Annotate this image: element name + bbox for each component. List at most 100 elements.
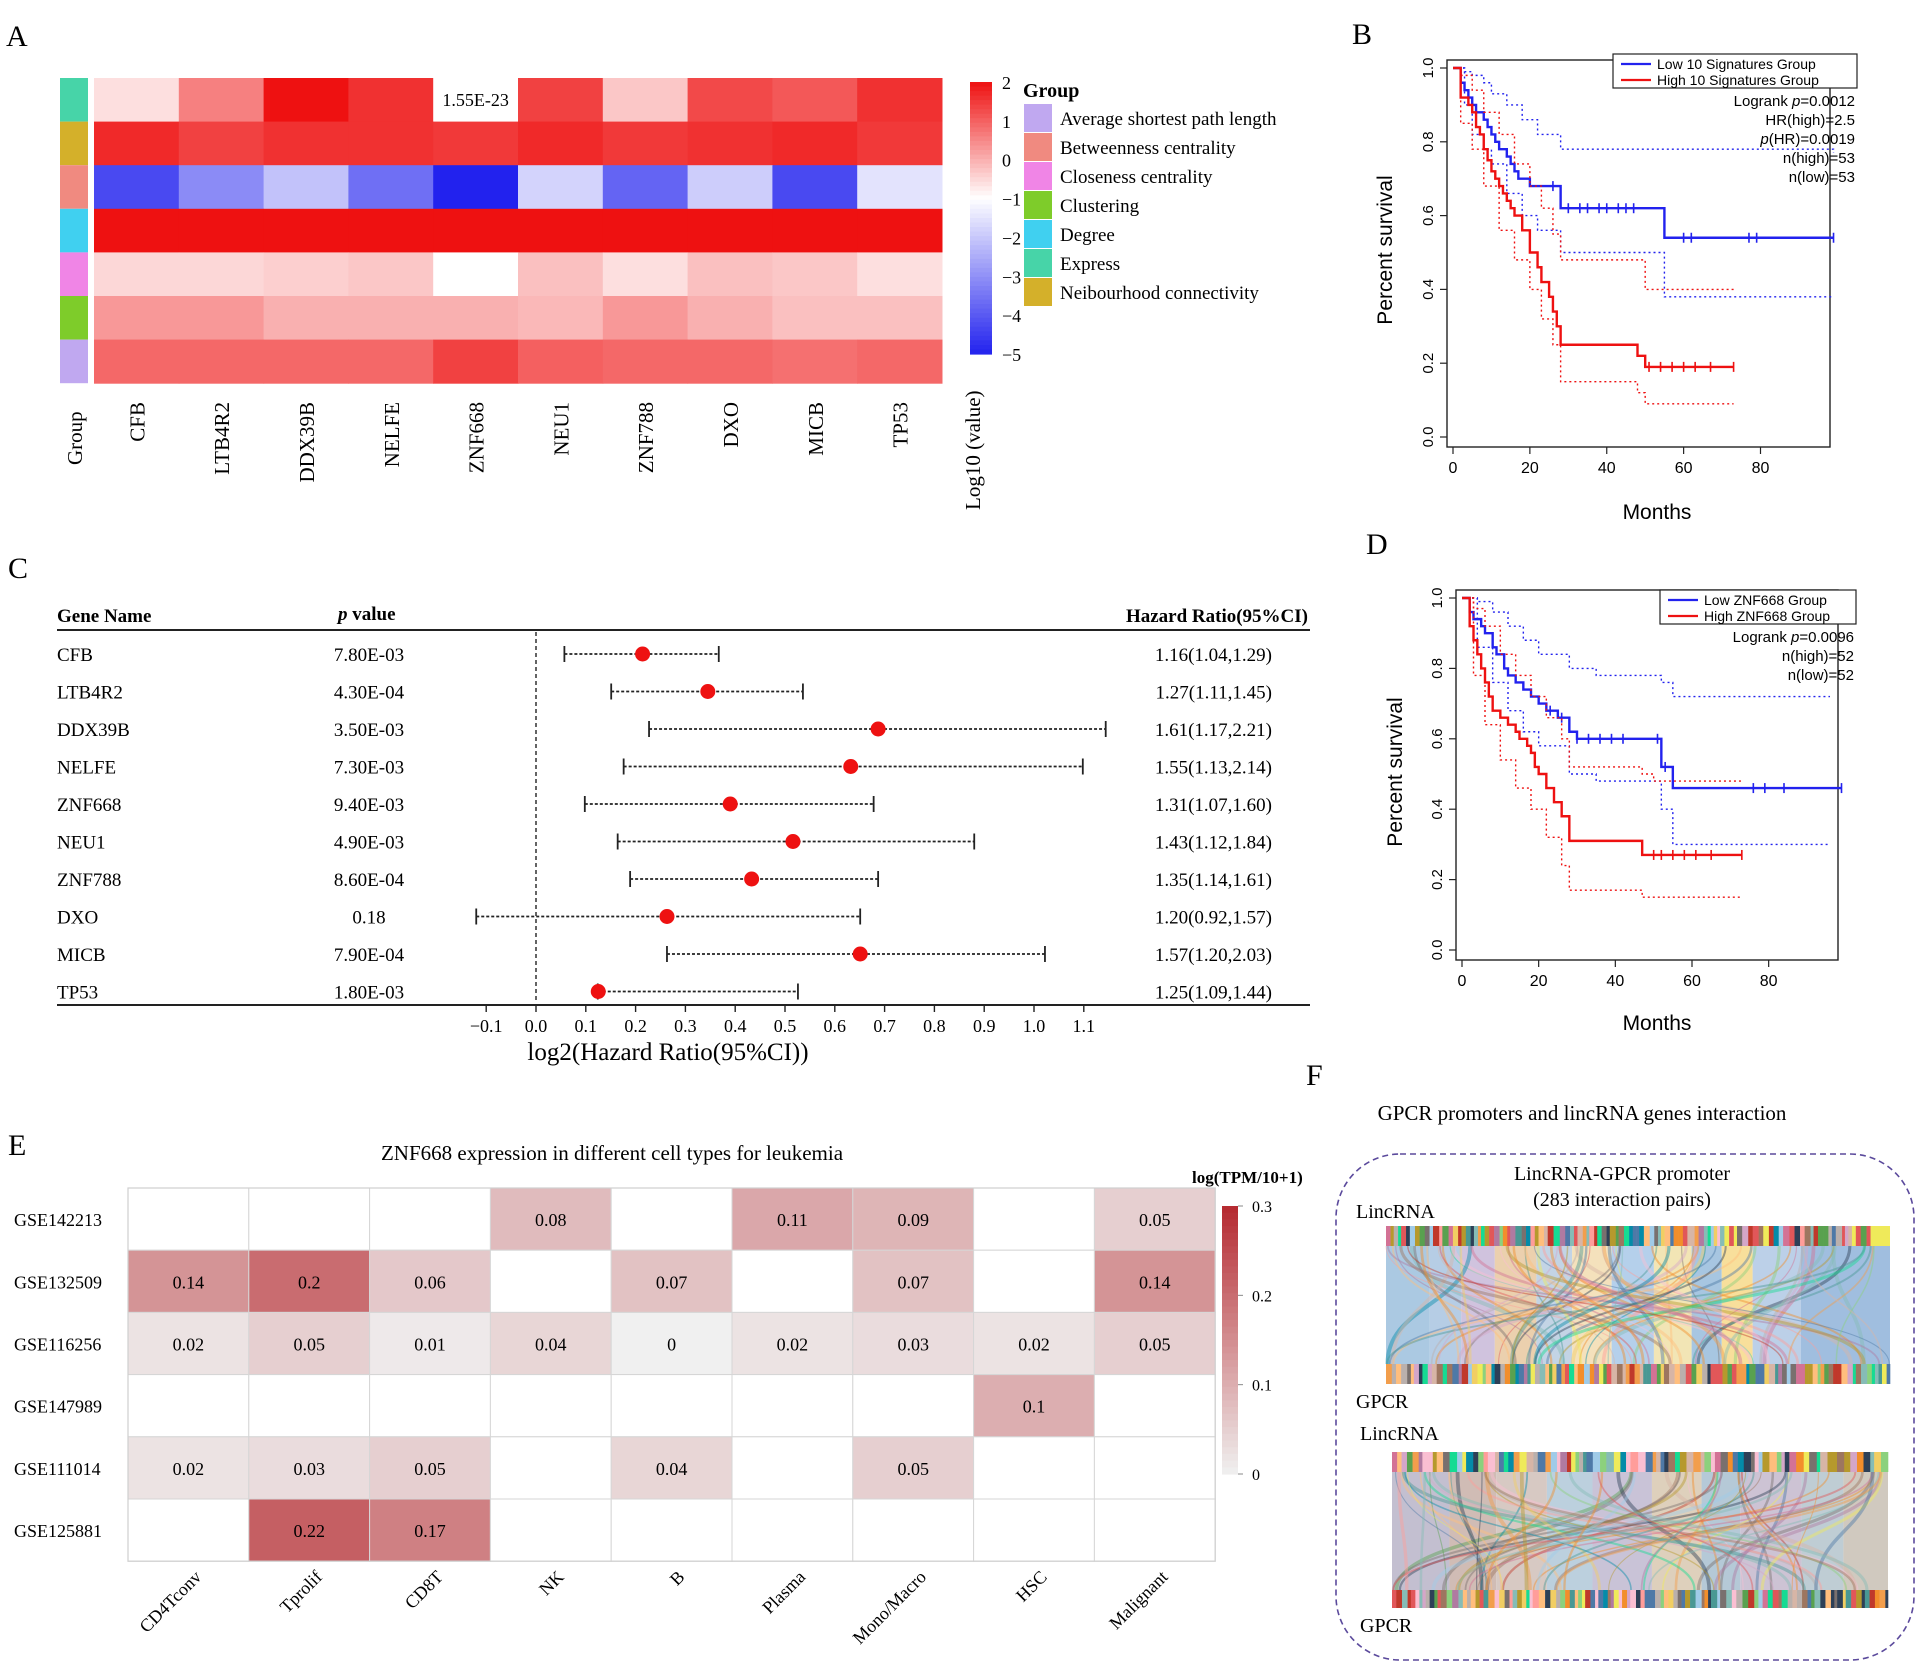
flow-ribbon — [1511, 1245, 1569, 1365]
gpcr-stripe-segment — [1494, 1364, 1501, 1384]
flow-ribbon — [1523, 1245, 1683, 1365]
gpcr-stripe-segment — [1458, 1590, 1464, 1608]
colorbar-segment — [1222, 1299, 1238, 1308]
km-legend-box — [1659, 589, 1857, 625]
lincrna-stripe-segment — [1710, 1452, 1716, 1472]
km-stat-line: p(HR)=0.0019 — [1759, 131, 1855, 148]
gpcr-stripe-segment — [1565, 1590, 1571, 1608]
panel-letter-e: E — [8, 1129, 26, 1162]
colorbar-segment — [1222, 1279, 1238, 1287]
gpcr-stripe-segment — [1494, 1590, 1500, 1608]
gpcr-stripe-segment — [1581, 1590, 1586, 1608]
colorbar-segment — [1222, 1453, 1238, 1462]
flow-ribbon — [1457, 1471, 1688, 1591]
gene-label: CFB — [125, 402, 149, 442]
lincrna-stripe-segment — [1837, 1452, 1845, 1472]
header-p-italic: p — [336, 604, 348, 625]
flow-ribbon — [1632, 1245, 1757, 1365]
flow-ribbon — [1532, 1471, 1876, 1591]
flow-ribbon — [1661, 1471, 1790, 1591]
heatmap-cell — [433, 165, 519, 210]
km-legend-box — [1612, 53, 1858, 89]
lincrna-stripe-segment — [1586, 1226, 1590, 1246]
gene-label: DDX39B — [295, 402, 319, 483]
colorbar-tick: −5 — [1002, 345, 1021, 365]
lincrna-stripe-segment — [1773, 1226, 1780, 1246]
gpcr-stripe-segment — [1807, 1590, 1812, 1608]
gpcr-stripe-segment — [1673, 1590, 1679, 1608]
heatmap-cell — [731, 1498, 854, 1562]
km-ci-lower — [1462, 597, 1830, 846]
group-swatch — [60, 252, 88, 296]
flow-ribbon — [1525, 1245, 1658, 1365]
lincrna-stripe-segment — [1556, 1452, 1561, 1472]
gpcr-stripe-segment — [1510, 1364, 1516, 1384]
lincrna-stripe-segment — [1800, 1226, 1805, 1246]
flow-ribbon — [1554, 1471, 1864, 1591]
colorbar-segment — [970, 254, 992, 260]
gpcr-stripe-segment — [1861, 1590, 1866, 1608]
gpcr-stripe-segment — [1804, 1364, 1809, 1384]
lincrna-stripe-segment — [1707, 1226, 1712, 1246]
heatmap-cell — [263, 121, 349, 166]
xlabel-c: log2(Hazard Ratio(95%CI)) — [527, 1039, 808, 1066]
gpcr-stripe-segment — [1461, 1364, 1469, 1384]
gpcr-stripe-segment — [1639, 1364, 1644, 1384]
lincrna-stripe-segment — [1809, 1452, 1818, 1472]
legend-label: Betweenness centrality — [1060, 138, 1236, 159]
flow-ribbon — [1391, 1245, 1511, 1365]
cell-type-label: HSC — [1012, 1567, 1051, 1606]
lincrna-stripe-segment — [1543, 1226, 1549, 1246]
gpcr-stripe-segment — [1625, 1364, 1630, 1384]
lincrna-stripe-segment — [1606, 1452, 1615, 1472]
colorbar-segment — [970, 245, 992, 251]
colorbar-segment — [1222, 1427, 1238, 1435]
heatmap-cell — [433, 296, 519, 341]
heatmap-cell — [489, 1374, 612, 1438]
lincrna-stripe-segment — [1714, 1452, 1721, 1472]
lincrna-stripe-segment — [1515, 1226, 1522, 1246]
lincrna-stripe-segment — [1673, 1226, 1679, 1246]
lincrna-stripe-segment — [1406, 1226, 1411, 1246]
flow-ribbon — [1578, 1245, 1695, 1365]
flow-ribbon — [1737, 1471, 1773, 1591]
heatmap-cell — [94, 252, 180, 297]
lincrna-stripe-segment — [1429, 1226, 1434, 1246]
lincrna-stripe-segment — [1831, 1226, 1837, 1246]
gpcr-stripe-segment — [1413, 1364, 1420, 1384]
flow-ribbon — [1501, 1471, 1716, 1591]
gpcr-stripe-segment — [1458, 1364, 1463, 1384]
colorbar-segment — [970, 154, 992, 160]
hr-point — [785, 834, 801, 849]
lincrna-stripe-segment — [1643, 1226, 1651, 1246]
km-legend-label: Low ZNF668 Group — [1704, 592, 1827, 608]
flow-ribbon — [1731, 1471, 1808, 1591]
gpcr-stripe-segment — [1422, 1590, 1426, 1608]
gpcr-stripe-segment — [1856, 1590, 1863, 1608]
heatmap-cell — [687, 252, 773, 297]
p-value: 4.90E-03 — [334, 833, 404, 854]
legend-title-a: Group — [1023, 80, 1079, 102]
colorbar-segment — [1222, 1353, 1238, 1361]
flow-ribbon — [1387, 1245, 1881, 1365]
lincrna-stripe-segment — [1649, 1226, 1655, 1246]
colorbar-segment — [970, 172, 992, 178]
flow-ribbon — [1409, 1245, 1566, 1365]
gpcr-stripe-segment — [1762, 1590, 1769, 1608]
lincrna-stripe-segment — [1781, 1452, 1786, 1472]
heatmap-cell — [127, 1436, 250, 1500]
gpcr-stripe-segment — [1589, 1364, 1595, 1384]
heatmap-cell — [348, 165, 434, 210]
flow-ribbon — [1602, 1245, 1726, 1365]
flow-ribbon — [1733, 1245, 1781, 1365]
colorbar-segment — [970, 195, 992, 201]
km-curve — [1453, 66, 1734, 369]
gpcr-stripe-segment — [1746, 1364, 1750, 1384]
gpcr-stripe-segment — [1710, 1590, 1718, 1608]
lincrna-stripe-segment — [1850, 1452, 1858, 1472]
gpcr-stripe-segment — [1767, 1590, 1773, 1608]
flow-ribbon — [1459, 1245, 1472, 1365]
gpcr-stripe-segment — [1674, 1364, 1681, 1384]
lincrna-stripe-segment — [1521, 1226, 1527, 1246]
flow-ribbon — [1546, 1245, 1753, 1365]
